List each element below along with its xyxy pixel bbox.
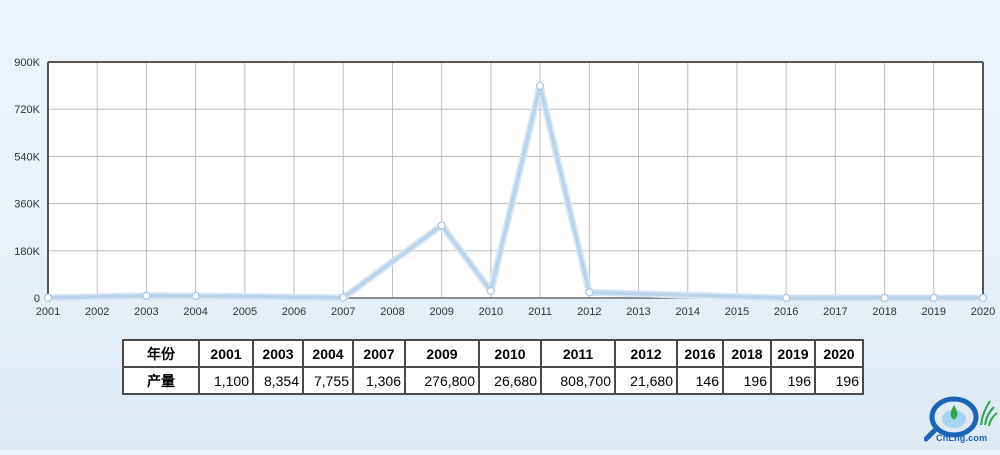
- x-tick-label: 2005: [233, 306, 257, 318]
- x-tick-label: 2007: [331, 306, 355, 318]
- y-tick-label: 0: [34, 293, 40, 305]
- table-year-cell: 2001: [198, 339, 254, 368]
- x-tick-label: 2001: [36, 306, 60, 318]
- x-tick-label: 2014: [675, 306, 699, 318]
- x-tick-label: 2006: [282, 306, 306, 318]
- table-value-cell: 196: [770, 366, 816, 395]
- data-point: [782, 293, 791, 303]
- table-year-cell: 2004: [302, 339, 354, 368]
- data-point: [585, 288, 594, 297]
- y-tick-label: 540K: [14, 151, 40, 163]
- data-point: [536, 81, 545, 91]
- data-table-wrap: 年份 2001 2003 2004 2007 2009 2010 2011 20…: [122, 339, 864, 395]
- table-year-cell: 2018: [722, 339, 772, 368]
- table-year-cell: 2011: [540, 339, 616, 368]
- table-year-cell: 2003: [252, 339, 304, 368]
- x-tick-label: 2009: [429, 306, 453, 318]
- x-tick-label: 2013: [626, 306, 650, 318]
- table-value-cell: 196: [814, 366, 864, 395]
- data-point: [142, 291, 151, 300]
- data-table: 年份 2001 2003 2004 2007 2009 2010 2011 20…: [122, 339, 864, 395]
- table-header-label: 年份: [122, 339, 200, 368]
- table-value-cell: 196: [722, 366, 772, 395]
- table-value-cell: 808,700: [540, 366, 616, 395]
- x-tick-label: 2008: [380, 306, 404, 318]
- data-point: [191, 291, 200, 301]
- x-tick-label: 2002: [85, 306, 109, 318]
- table-header-row: 年份 2001 2003 2004 2007 2009 2010 2011 20…: [122, 339, 864, 368]
- table-year-cell: 2012: [614, 339, 678, 368]
- table-year-cell: 2020: [814, 339, 864, 368]
- data-point: [978, 293, 988, 303]
- data-point: [43, 293, 53, 302]
- table-value-label: 产量: [122, 366, 200, 395]
- table-year-cell: 2007: [352, 339, 406, 368]
- x-tick-label: 2018: [872, 306, 896, 318]
- x-tick-label: 2004: [183, 306, 207, 318]
- data-point: [929, 293, 938, 303]
- data-point: [880, 293, 889, 303]
- x-tick-label: 2016: [774, 306, 798, 318]
- x-tick-label: 2017: [823, 306, 847, 318]
- line-chart: 0 180K 360K 540K 720K 900K 2001 2002 2003 2004 20…: [14, 57, 995, 318]
- table-value-cell: 1,306: [352, 366, 406, 395]
- x-tick-label: 2019: [922, 306, 946, 318]
- table-year-cell: 2016: [676, 339, 724, 368]
- x-tick-label: 2012: [577, 306, 601, 318]
- table-year-cell: 2019: [770, 339, 816, 368]
- x-tick-label: 2015: [725, 306, 749, 318]
- y-tick-label: 720K: [14, 104, 40, 116]
- y-tick-label: 180K: [14, 246, 40, 258]
- table-year-cell: 2010: [478, 339, 542, 368]
- table-value-cell: 7,755: [302, 366, 354, 395]
- data-point: [339, 293, 348, 302]
- x-tick-label: 2003: [134, 306, 158, 318]
- table-value-cell: 1,100: [198, 366, 254, 395]
- table-value-row: 产量 1,100 8,354 7,755 1,306 276,800 26,68…: [122, 366, 864, 395]
- y-tick-label: 360K: [14, 199, 40, 211]
- cnlng-logo-icon: [923, 396, 998, 442]
- table-year-cell: 2009: [404, 339, 480, 368]
- y-tick-label: 900K: [14, 57, 40, 69]
- data-point: [437, 221, 446, 230]
- cnlng-logo: CnLng.com: [923, 395, 1000, 450]
- table-value-cell: 21,680: [614, 366, 678, 395]
- table-value-cell: 8,354: [252, 366, 304, 395]
- x-tick-label: 2020: [971, 306, 995, 318]
- table-value-cell: 26,680: [478, 366, 542, 395]
- logo-text: CnLng.com: [936, 433, 988, 443]
- x-tick-label: 2011: [528, 306, 552, 318]
- table-value-cell: 146: [676, 366, 724, 395]
- x-tick-label: 2010: [479, 306, 503, 318]
- data-point: [486, 286, 495, 296]
- series-line: [46, 84, 985, 300]
- table-value-cell: 276,800: [404, 366, 480, 395]
